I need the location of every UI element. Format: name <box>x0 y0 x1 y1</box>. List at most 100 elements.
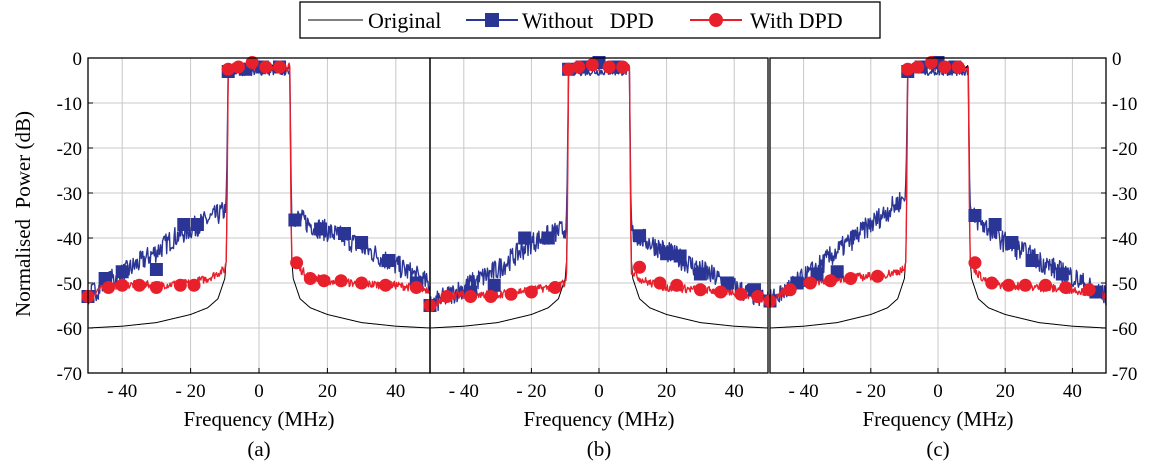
grid-c <box>770 58 1106 373</box>
marker-with-dpd-b-13 <box>653 276 667 290</box>
marker-without-dpd-b-3 <box>518 231 532 245</box>
marker-with-dpd-b-3 <box>484 290 498 303</box>
marker-with-dpd-a-11 <box>273 60 287 74</box>
marker-without-dpd-c-11 <box>1025 254 1039 267</box>
marker-with-dpd-c-10 <box>951 60 965 74</box>
marker-with-dpd-b-18 <box>751 290 765 303</box>
marker-with-dpd-c-17 <box>1082 283 1096 297</box>
marker-with-dpd-b-2 <box>464 290 478 303</box>
y-tick-label-left-2: -20 <box>57 139 82 160</box>
marker-without-dpd-a-5 <box>190 218 204 231</box>
marker-with-dpd-b-10 <box>602 60 616 74</box>
subplot-b: - 40 - 20 0 20 40 Frequency (MHz) (b) <box>423 56 769 461</box>
marker-with-dpd-b-12 <box>633 260 647 274</box>
marker-with-dpd-b-17 <box>734 287 748 301</box>
marker-without-dpd-a-11 <box>314 222 328 236</box>
marker-without-dpd-c-2 <box>810 267 824 281</box>
x-tick-label-a-1: - 20 <box>176 381 206 402</box>
x-ticks-c: - 40 - 20 0 20 40 <box>789 368 1082 402</box>
legend-marker-with-dpd <box>709 13 723 27</box>
x-tick-label-b-2: 0 <box>594 381 604 402</box>
marker-with-dpd-c-12 <box>985 276 999 290</box>
x-axis-title-a: Frequency (MHz) <box>183 407 334 431</box>
x-tick-label-b-1: - 20 <box>516 381 546 402</box>
marker-with-dpd-c-13 <box>1002 278 1016 292</box>
marker-without-dpd-a-13 <box>355 236 369 249</box>
marker-without-dpd-b-2 <box>487 278 501 292</box>
marker-with-dpd-c-2 <box>803 276 817 290</box>
x-ticks-b: - 40 - 20 0 20 40 <box>449 368 744 402</box>
marker-without-dpd-b-10 <box>660 247 674 261</box>
marker-with-dpd-a-1 <box>102 281 116 294</box>
y-tick-label-left-0: 0 <box>73 49 83 70</box>
marker-with-dpd-a-4 <box>149 281 163 294</box>
marker-with-dpd-a-2 <box>115 278 129 292</box>
y-axis-title: Normalised Power (dB) <box>11 111 35 317</box>
marker-without-dpd-b-4 <box>541 231 555 245</box>
marker-with-dpd-c-3 <box>823 274 837 288</box>
y-tick-label-right-0: 0 <box>1112 49 1122 70</box>
markers-a <box>81 56 423 303</box>
marker-with-dpd-c-4 <box>844 272 858 285</box>
line-without-dpd-b <box>429 66 769 312</box>
marker-with-dpd-b-8 <box>572 60 586 74</box>
grid-b <box>430 58 768 373</box>
y-tick-label-left-3: -30 <box>57 184 82 205</box>
x-tick-label-b-0: - 40 <box>449 381 479 402</box>
marker-with-dpd-a-8 <box>231 60 245 74</box>
marker-without-dpd-a-14 <box>382 254 396 267</box>
marker-without-dpd-a-12 <box>338 227 351 240</box>
y-tick-label-left-5: -50 <box>57 274 82 295</box>
marker-without-dpd-c-12 <box>1055 267 1069 281</box>
marker-with-dpd-a-14 <box>317 274 331 288</box>
x-ticks-a: - 40 - 20 0 20 40 <box>107 368 405 402</box>
x-tick-label-c-3: 20 <box>996 381 1015 402</box>
series-without-dpd-b <box>429 66 769 312</box>
marker-with-dpd-a-17 <box>379 278 393 292</box>
x-tick-label-a-4: 40 <box>386 381 405 402</box>
marker-with-dpd-b-1 <box>440 290 454 303</box>
x-tick-label-c-2: 0 <box>933 381 943 402</box>
y-ticks-left: 0 -10 -20 -30 -40 -50 -60 -70 <box>57 49 93 385</box>
marker-with-dpd-a-13 <box>303 272 317 285</box>
marker-with-dpd-b-6 <box>548 281 562 294</box>
y-tick-label-left-6: -60 <box>57 319 82 340</box>
y-tick-label-right-4: -40 <box>1112 229 1137 250</box>
y-tick-label-left-1: -10 <box>57 94 82 115</box>
x-tick-label-b-4: 40 <box>725 381 744 402</box>
marker-without-dpd-c-3 <box>830 265 844 279</box>
marker-with-dpd-a-7 <box>221 62 235 76</box>
marker-with-dpd-b-11 <box>616 60 630 74</box>
x-tick-label-b-3: 20 <box>657 381 676 402</box>
marker-with-dpd-c-11 <box>968 256 982 270</box>
subplot-label-c: (c) <box>926 437 949 461</box>
x-tick-label-a-0: - 40 <box>107 381 137 402</box>
markers-b <box>423 56 765 312</box>
marker-with-dpd-b-16 <box>714 285 728 299</box>
marker-with-dpd-c-8 <box>924 56 938 69</box>
legend: Original Without DPD With DPD <box>299 1 881 39</box>
x-axis-title-c: Frequency (MHz) <box>862 407 1013 431</box>
y-tick-label-right-5: -50 <box>1112 274 1137 295</box>
marker-without-dpd-b-13 <box>720 276 734 290</box>
marker-with-dpd-c-14 <box>1018 278 1032 292</box>
marker-with-dpd-a-9 <box>245 56 259 69</box>
marker-with-dpd-b-5 <box>524 285 538 299</box>
x-axis-title-b: Frequency (MHz) <box>523 407 674 431</box>
marker-with-dpd-c-16 <box>1059 281 1073 294</box>
marker-without-dpd-a-3 <box>149 263 163 276</box>
legend-frame <box>299 1 881 39</box>
marker-without-dpd-b-12 <box>693 267 707 281</box>
y-tick-label-right-6: -60 <box>1112 319 1137 340</box>
y-tick-label-right-7: -70 <box>1112 364 1137 385</box>
y-tick-label-left-7: -70 <box>57 364 82 385</box>
marker-with-dpd-c-1 <box>783 283 797 297</box>
grid-a <box>88 58 430 373</box>
legend-label-with-dpd: With DPD <box>750 8 843 33</box>
y-tick-label-left-4: -40 <box>57 229 82 250</box>
x-tick-label-a-3: 20 <box>318 381 337 402</box>
marker-with-dpd-a-10 <box>259 60 273 74</box>
marker-without-dpd-a-4 <box>177 218 191 231</box>
y-tick-label-right-1: -10 <box>1112 94 1137 115</box>
markers-c <box>763 56 1103 308</box>
